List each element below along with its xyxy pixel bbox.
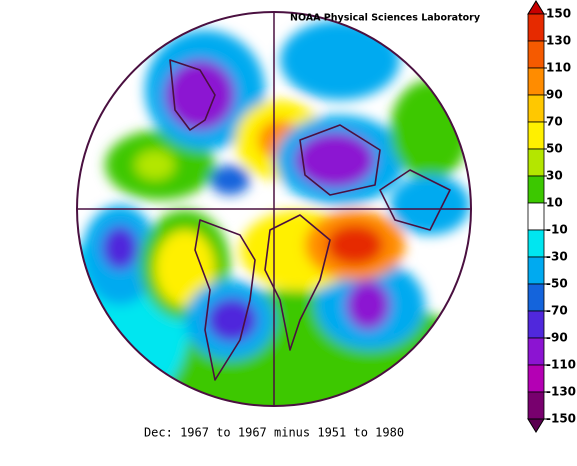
- colorbar-band: [527, 256, 545, 285]
- colorbar-label: 150: [546, 7, 571, 21]
- lab-label: NOAA Physical Sciences Laboratory: [290, 13, 481, 24]
- colorbar-label: 30: [546, 169, 563, 183]
- colorbar-band: [527, 175, 545, 204]
- colorbar-band: [527, 40, 545, 69]
- colorbar-label: -10: [546, 223, 568, 237]
- colorbar-end: [527, 0, 545, 15]
- colorbar-end: [527, 418, 545, 433]
- colorbar-band: [527, 94, 545, 123]
- colorbar: 150 130 110 90 70 50 30 10 -10 -30 -50 -70 -90 -110 -1…: [527, 0, 576, 433]
- colorbar-band: [527, 229, 545, 258]
- colorbar-band: [527, 310, 545, 339]
- colorbar-band: [527, 67, 545, 96]
- colorbar-label: 10: [546, 196, 563, 210]
- anomaly-field: [77, 12, 471, 406]
- colorbar-band: [527, 13, 545, 42]
- colorbar-label: -130: [546, 385, 576, 399]
- colorbar-label: 90: [546, 88, 563, 102]
- colorbar-band: [527, 337, 545, 366]
- colorbar-band: [527, 283, 545, 312]
- colorbar-label: -50: [546, 277, 568, 291]
- colorbar-band: [527, 148, 545, 177]
- colorbar-label: 130: [546, 34, 571, 48]
- colorbar-band: [527, 121, 545, 150]
- colorbar-label: 110: [546, 61, 571, 75]
- colorbar-label: -30: [546, 250, 568, 264]
- coastlines: [169, 59, 451, 381]
- caption: Dec: 1967 to 1967 minus 1951 to 1980: [144, 426, 404, 440]
- colorbar-label: 70: [546, 115, 563, 129]
- colorbar-label: -90: [546, 331, 568, 345]
- colorbar-band: [527, 391, 545, 420]
- colorbar-label: -150: [546, 412, 576, 426]
- colorbar-band: [527, 364, 545, 393]
- colorbar-label: -70: [546, 304, 568, 318]
- colorbar-label: 50: [546, 142, 563, 156]
- colorbar-label: -110: [546, 358, 576, 372]
- colorbar-band: [527, 202, 545, 231]
